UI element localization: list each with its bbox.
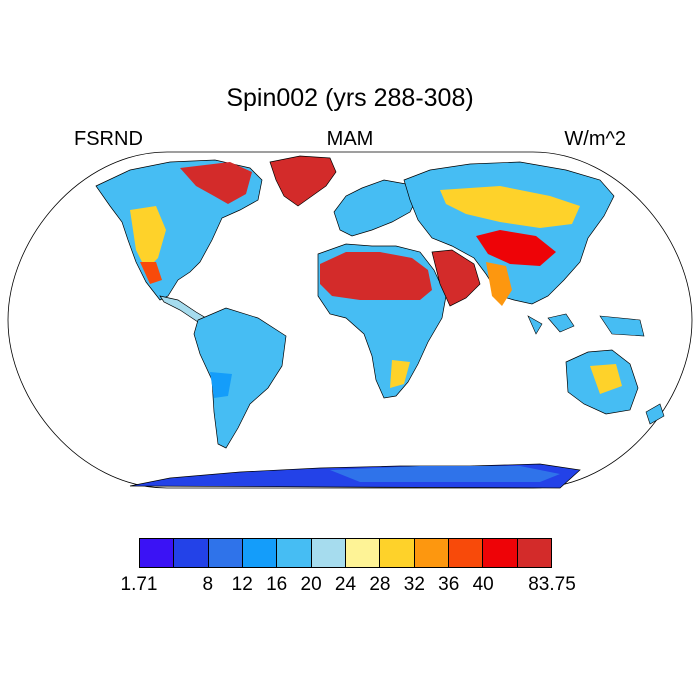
us-west-patch (130, 206, 166, 270)
east-antarctica-patch (330, 466, 560, 482)
colorbar-swatch (140, 539, 175, 567)
canadian-archipelago-patch (180, 162, 252, 204)
season-label: MAM (326, 128, 374, 150)
colorbar-swatch (517, 539, 551, 567)
colorbar-tick-label: 8 (202, 574, 214, 595)
colorbar-tick-label: 40 (472, 574, 494, 595)
sumatra (527, 315, 543, 335)
tibet-patch (476, 230, 556, 266)
units-label: W/m^2 (564, 128, 626, 150)
mexico-patch (140, 262, 162, 284)
colorbar-tick-label: 1.71 (120, 574, 158, 595)
sahara (320, 252, 432, 300)
colorbar-tick-label: 24 (334, 574, 357, 595)
australia-interior-patch (590, 364, 622, 394)
arabian-peninsula (431, 249, 481, 307)
colorbar (139, 538, 552, 568)
south-america (193, 307, 287, 449)
andes-patch (210, 372, 232, 398)
colorbar-tick-label: 12 (231, 574, 253, 595)
map-title: Spin002 (yrs 288-308) (226, 84, 474, 112)
variable-label: FSRND (74, 128, 143, 150)
colorbar-tick-label: 20 (300, 574, 322, 595)
colorbar-swatch (380, 539, 415, 567)
borneo (547, 313, 575, 333)
colorbar-swatch (414, 539, 449, 567)
colorbar-tick-label: 28 (369, 574, 391, 595)
colorbar-tick-label: 16 (266, 574, 288, 595)
colorbar-swatch (277, 539, 312, 567)
colorbar-tick-label: 32 (403, 574, 425, 595)
colorbar-swatch (483, 539, 518, 567)
greenland (269, 155, 337, 207)
colorbar-swatch (311, 539, 346, 567)
colorbar-labels: 1.71 8 12 16 20 24 28 32 36 40 83.75 (0, 574, 700, 600)
colorbar-swatch (345, 539, 381, 567)
new-zealand (645, 403, 665, 425)
kalahari-patch (390, 360, 410, 388)
colorbar-swatch (448, 539, 484, 567)
colorbar-tick-label: 83.75 (528, 574, 576, 595)
new-guinea (599, 315, 645, 337)
colorbar-swatch (174, 539, 209, 567)
central-asia-patch (440, 186, 580, 228)
colorbar-tick-label: 36 (438, 574, 460, 595)
colorbar-swatch (208, 539, 243, 567)
colorbar-swatch (242, 539, 278, 567)
india-patch (486, 262, 512, 306)
